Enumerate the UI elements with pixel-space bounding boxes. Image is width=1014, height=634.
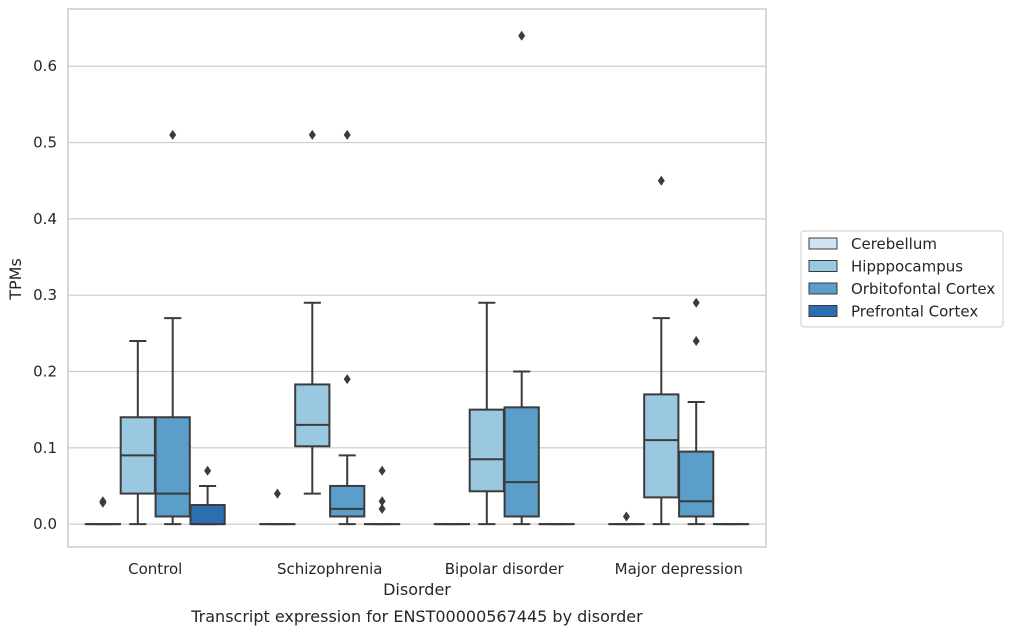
x-tick-label: Major depression [615,560,743,578]
plot-frame [67,8,767,548]
box-body [329,484,366,518]
legend-swatch [808,260,838,272]
x-tick-label: Bipolar disorder [445,560,565,578]
legend: Cerebellum Hipppocampus Orbitofontal Corte… [800,230,1004,328]
y-tick-label: 0.2 [33,362,57,380]
y-axis-label: TPMs [6,258,25,301]
box-hipppocampus [294,129,331,495]
box-body [503,406,540,518]
box-orbitofontal-cortex [503,30,540,526]
legend-frame [800,230,1004,328]
box-body [294,383,331,448]
box-cerebellum [608,511,645,526]
x-tick-label: Control [128,560,182,578]
outlier-point [657,175,665,186]
y-tick-label: 0.1 [33,439,57,457]
x-axis-label: Disorder [383,580,451,599]
legend-swatch [808,282,838,295]
box-body [189,504,226,526]
box-hipppocampus [119,339,156,526]
outlier-point [378,503,386,514]
legend-swatch [808,237,838,250]
box-orbitofontal-cortex [329,129,366,526]
plot-boxes [84,30,750,526]
legend-label: Orbitofontal Cortex [851,280,995,298]
legend-label: Hipppocampus [851,258,963,276]
box-body [643,393,680,499]
chart-caption: Transcript expression for ENST0000056744… [190,607,643,626]
outlier-point [308,129,316,140]
outlier-point [99,497,107,508]
outlier-point [518,30,526,41]
box-hipppocampus [468,301,505,526]
x-tick-label: Schizophrenia [277,560,382,578]
outlier-point [622,511,630,522]
box-body [678,450,715,518]
outlier-point [343,374,351,385]
box-prefrontal-cortex [363,465,401,526]
box-cerebellum [259,488,296,526]
outlier-point [273,488,281,499]
x-tick-labels: Control Schizophrenia Bipolar disorder Majo… [128,560,743,578]
box-hipppocampus [643,175,680,526]
y-tick-label: 0.5 [33,134,57,152]
outlier-point [378,496,386,507]
y-tick-labels: 0.0 0.1 0.2 0.3 0.4 0.5 0.6 [33,57,57,533]
box-prefrontal-cortex [189,465,226,526]
box-orbitofontal-cortex [154,129,191,526]
y-tick-label: 0.6 [33,57,57,75]
box-orbitofontal-cortex [678,297,715,526]
y-tick-label: 0.0 [33,515,57,533]
outlier-point [169,129,177,140]
outlier-point [692,335,700,346]
outlier-point [204,465,212,476]
outlier-point [343,129,351,140]
box-cerebellum [84,496,122,526]
outlier-point [378,465,386,476]
y-tick-label: 0.4 [33,210,57,228]
legend-label: Cerebellum [851,235,937,253]
box-body [154,416,191,518]
legend-label: Prefrontal Cortex [851,303,978,321]
y-tick-label: 0.3 [33,286,57,304]
outlier-point [692,297,700,308]
box-body [468,408,505,493]
legend-swatch [808,305,838,317]
